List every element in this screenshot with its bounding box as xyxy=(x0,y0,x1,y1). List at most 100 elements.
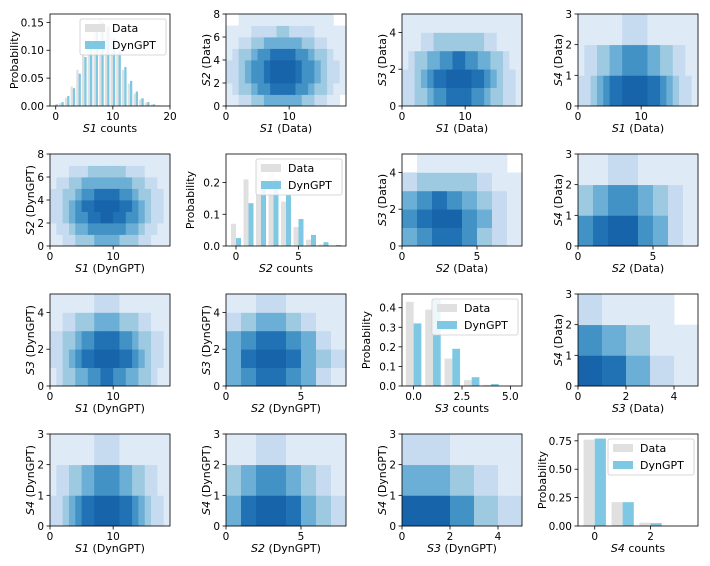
heatmap-cell xyxy=(484,32,491,52)
heatmap-cell xyxy=(432,190,448,210)
heatmap-cell xyxy=(125,349,133,368)
heatmap-cell xyxy=(50,434,57,466)
heatmap-cell xyxy=(402,32,409,52)
heatmap-cell xyxy=(471,50,479,70)
y-tick-label: 3 xyxy=(565,149,572,161)
heatmap-cell xyxy=(132,349,139,368)
heatmap-cell xyxy=(81,294,89,313)
heatmap-cell xyxy=(56,234,64,247)
legend-swatch-data xyxy=(261,164,281,172)
heatmap-cell xyxy=(100,330,108,350)
heatmap-cell xyxy=(308,37,315,49)
heatmap-cell xyxy=(515,87,523,107)
heatmap-cell xyxy=(232,94,240,107)
heatmap-cell xyxy=(634,75,642,107)
x-tick-label: 4 xyxy=(495,531,502,543)
heatmap-cell xyxy=(244,94,252,107)
y-tick-label: 2 xyxy=(213,78,220,90)
heatmap-cell xyxy=(408,50,416,70)
heatmap-cell xyxy=(226,294,242,313)
y-tick-label: 1 xyxy=(213,490,220,502)
y-tick-label: 0 xyxy=(37,521,44,533)
heatmap-cell xyxy=(50,188,57,201)
heatmap-cell xyxy=(113,330,120,350)
y-tick-label: 3 xyxy=(389,429,396,441)
heatmap-cell xyxy=(301,464,317,496)
heatmap-cell xyxy=(256,330,272,350)
bar-data xyxy=(53,104,56,106)
heatmap-cell xyxy=(94,177,101,189)
panel-1-1: Data DynGPT 0 5 0.0 0.1 0.2 S2 counts Probabilit… xyxy=(184,153,347,275)
heatmap-cell xyxy=(119,349,127,368)
heatmap-cell xyxy=(439,14,447,33)
heatmap-cell xyxy=(515,32,523,52)
heatmap-cell xyxy=(238,94,246,107)
y-tick-label: 4 xyxy=(389,27,396,39)
legend: Data DynGPT xyxy=(431,298,519,336)
heatmap-cell xyxy=(685,14,693,46)
heatmap-cell xyxy=(316,349,332,368)
x-tick-label: 0 xyxy=(399,531,406,543)
heatmap-cell xyxy=(56,200,64,212)
heatmap-cell xyxy=(157,211,165,224)
heatmap-cell xyxy=(87,200,95,212)
heatmap-cell xyxy=(144,367,152,387)
heatmap-cell xyxy=(316,495,332,527)
heatmap-cell xyxy=(622,75,629,107)
heatmap-cell xyxy=(498,434,523,466)
heatmap-cell xyxy=(650,324,675,356)
heatmap-cell xyxy=(75,211,82,224)
bar-data xyxy=(483,384,492,386)
heatmap-cell xyxy=(465,32,472,52)
x-tick-label: 0 xyxy=(591,531,598,543)
heatmap-cell xyxy=(276,14,284,26)
axes-frame xyxy=(49,13,171,107)
heatmap-cell xyxy=(132,234,139,247)
heatmap-cell xyxy=(144,294,152,313)
heatmap-cell xyxy=(244,60,252,72)
bar-dyngpt xyxy=(101,22,104,106)
y-axis-label: S4 (Data) xyxy=(552,174,565,226)
heatmap-cell xyxy=(251,71,258,84)
heatmap-cell xyxy=(81,154,89,166)
panel-0-0: Data DynGPT 0 10 20 0.00 0.05 0.10 0.15 S1 counts… xyxy=(8,13,177,135)
heatmap-cell xyxy=(257,94,265,107)
heatmap-cell xyxy=(414,14,422,33)
x-tick-label: 5 xyxy=(298,391,305,403)
heatmap-cell xyxy=(439,50,447,70)
heatmap-cell xyxy=(113,434,120,466)
heatmap-cell xyxy=(94,495,101,527)
heatmap-cell xyxy=(628,75,636,107)
heatmap-cell xyxy=(62,312,70,332)
heatmap-cell xyxy=(113,464,120,496)
y-tick-label: 0 xyxy=(565,381,572,393)
heatmap-cell xyxy=(622,14,629,46)
heatmap-cell xyxy=(256,294,272,313)
y-tick-label: 0.75 xyxy=(549,436,572,448)
heatmap-cell xyxy=(138,464,146,496)
legend-swatch-dyngpt xyxy=(613,461,633,469)
heatmap-cell xyxy=(119,188,127,201)
heatmap-cell xyxy=(503,14,510,33)
heatmap-cell xyxy=(327,14,334,26)
bar-data xyxy=(444,358,453,386)
bar-dyngpt xyxy=(323,242,329,246)
heatmap-cell xyxy=(241,434,257,466)
bar-data xyxy=(144,102,148,106)
heatmap-cell xyxy=(634,14,642,46)
heatmap-cell xyxy=(257,48,265,61)
heatmap-cell xyxy=(301,83,309,95)
heatmap-cell xyxy=(609,75,617,107)
heatmap-cell xyxy=(286,367,302,387)
heatmap-cell xyxy=(276,25,284,38)
x-tick-label: 0 xyxy=(47,531,54,543)
heatmap-cell xyxy=(68,211,76,224)
heatmap-cell xyxy=(666,44,674,76)
heatmap-cell xyxy=(113,211,120,224)
heatmap-cell xyxy=(496,69,504,88)
bar-data xyxy=(405,301,414,386)
bar-dyngpt xyxy=(273,179,279,246)
heatmap-cell xyxy=(263,25,271,38)
heatmap-cell xyxy=(163,349,171,368)
x-axis-label: S1 (Data) xyxy=(436,122,488,135)
